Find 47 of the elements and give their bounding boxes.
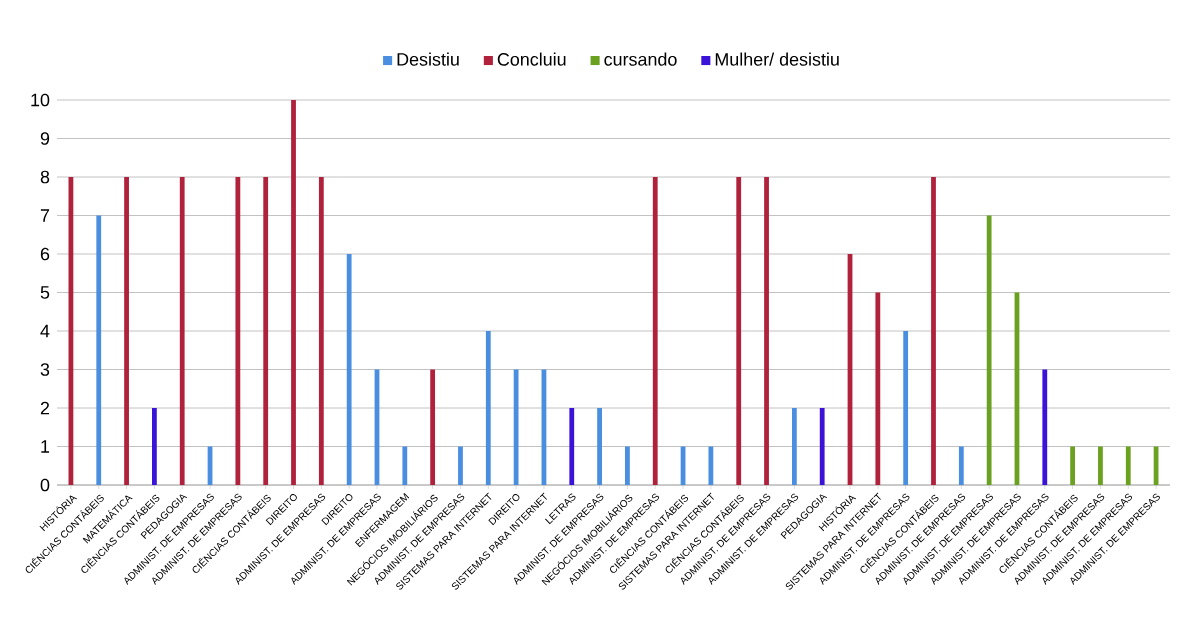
bar [151,408,157,485]
bar [124,177,129,485]
y-tick-label: 8 [40,170,50,184]
legend-label: Concluiu [497,52,566,66]
bar [903,331,909,485]
bar [402,446,408,485]
bar [1070,446,1076,485]
y-tick-label: 5 [40,286,50,299]
bar [597,408,602,485]
y-tick-label: 4 [40,324,50,338]
bar [513,369,519,485]
bar [708,446,714,485]
bar [986,215,992,485]
y-tick-label: 3 [40,363,50,376]
bar [1098,446,1103,485]
bar [958,446,964,485]
bar [346,254,352,485]
bar [235,177,241,485]
bar [931,177,936,485]
bar [291,100,296,485]
y-tick-label: 0 [40,478,50,492]
bar [569,408,575,485]
bar [764,177,769,485]
bar [179,177,185,485]
y-tick-label: 6 [40,247,50,261]
y-tick-label: 10 [31,93,50,107]
legend-label: Desistiu [397,52,459,66]
bar [1042,369,1048,485]
legend-label: Mulher/ desistiu [715,52,839,66]
bar [485,331,491,485]
bar [791,408,797,485]
bar [458,446,463,485]
bar [263,177,269,485]
bar [875,292,881,485]
bar [430,369,436,485]
bar [736,177,742,485]
y-tick-label: 9 [40,132,50,145]
bar [652,177,658,485]
bar [318,177,324,485]
y-tick-label: 2 [40,401,50,415]
bar [1125,446,1131,485]
y-tick-label: 1 [41,440,50,453]
y-tick-label: 7 [40,209,50,222]
bar [819,408,825,485]
bar [96,215,102,485]
legend-label: cursando [604,52,677,66]
bar [625,446,630,485]
